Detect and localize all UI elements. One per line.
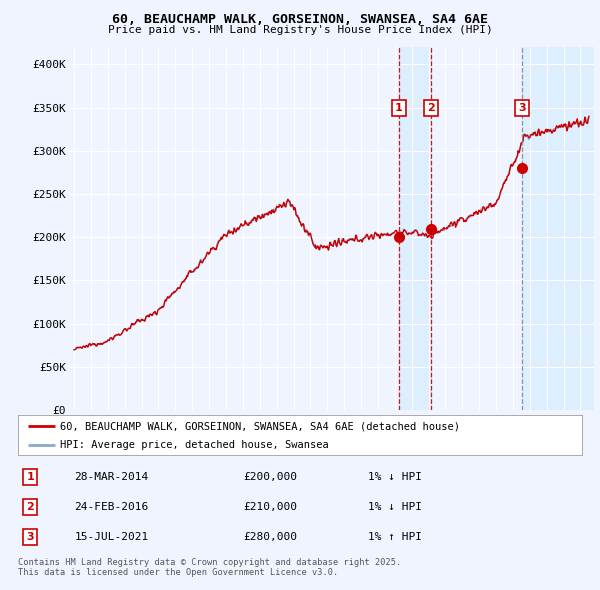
Text: Contains HM Land Registry data © Crown copyright and database right 2025.
This d: Contains HM Land Registry data © Crown c… — [18, 558, 401, 577]
Text: 28-MAR-2014: 28-MAR-2014 — [74, 472, 149, 482]
Text: 15-JUL-2021: 15-JUL-2021 — [74, 532, 149, 542]
Text: 1: 1 — [395, 103, 403, 113]
Text: 2: 2 — [427, 103, 435, 113]
Text: 24-FEB-2016: 24-FEB-2016 — [74, 502, 149, 512]
Text: £200,000: £200,000 — [244, 472, 298, 482]
Bar — [399, 47, 431, 410]
Text: 1% ↓ HPI: 1% ↓ HPI — [368, 472, 422, 482]
Text: Price paid vs. HM Land Registry's House Price Index (HPI): Price paid vs. HM Land Registry's House … — [107, 25, 493, 35]
Text: HPI: Average price, detached house, Swansea: HPI: Average price, detached house, Swan… — [60, 440, 329, 450]
Text: £280,000: £280,000 — [244, 532, 298, 542]
Text: £210,000: £210,000 — [244, 502, 298, 512]
Text: 1: 1 — [26, 472, 34, 482]
Text: 1% ↑ HPI: 1% ↑ HPI — [368, 532, 422, 542]
Text: 3: 3 — [26, 532, 34, 542]
Text: 2: 2 — [26, 502, 34, 512]
Text: 1% ↓ HPI: 1% ↓ HPI — [368, 502, 422, 512]
Text: 60, BEAUCHAMP WALK, GORSEINON, SWANSEA, SA4 6AE: 60, BEAUCHAMP WALK, GORSEINON, SWANSEA, … — [112, 13, 488, 26]
Text: 3: 3 — [518, 103, 526, 113]
Text: 60, BEAUCHAMP WALK, GORSEINON, SWANSEA, SA4 6AE (detached house): 60, BEAUCHAMP WALK, GORSEINON, SWANSEA, … — [60, 421, 460, 431]
Bar — [522, 47, 594, 410]
